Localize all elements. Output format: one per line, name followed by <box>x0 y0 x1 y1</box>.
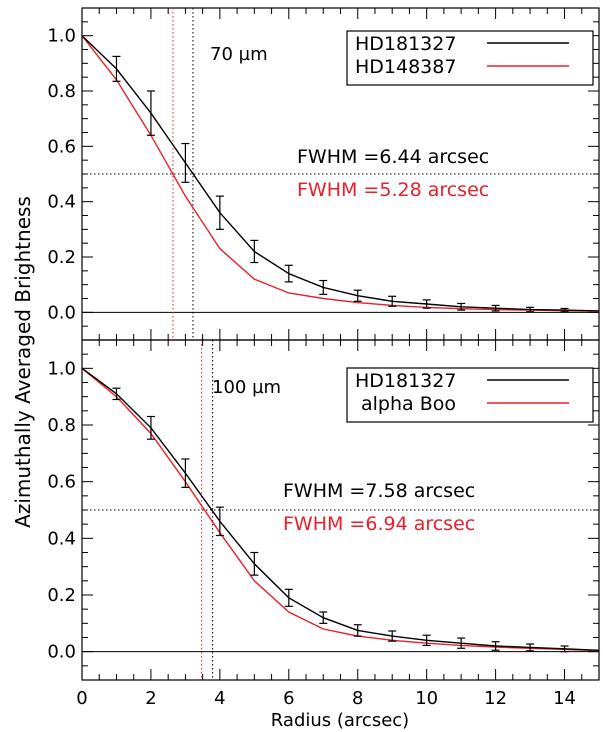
legend-box <box>346 30 594 86</box>
panel-100um: 0.0 0.2 0.4 0.6 0.8 1.0 0 2 4 6 8 10 12 14 HD181327alp… <box>47 339 600 709</box>
y-tick-label: 0.0 <box>47 642 76 663</box>
y-tick-label: 0.4 <box>47 528 76 549</box>
fwhm-label: FWHM =7.58 arcsec <box>283 480 475 502</box>
series-line <box>81 367 600 652</box>
y-tick-label: 0.8 <box>47 81 76 102</box>
fwhm-label: FWHM =6.44 arcsec <box>297 146 489 168</box>
y-tick-label: 0.0 <box>47 302 76 323</box>
legend-label: alpha Boo <box>361 393 456 415</box>
x-tick-label: 10 <box>415 688 438 709</box>
y-tick-label: 1.0 <box>47 358 76 379</box>
y-tick-label: 0.6 <box>47 136 76 157</box>
y-tick-label: 0.4 <box>47 192 76 213</box>
series-1 <box>81 367 600 652</box>
wavelength-label: 70 µm <box>210 44 268 65</box>
fwhm-label: FWHM =6.94 arcsec <box>283 513 475 535</box>
x-tick-label: 0 <box>76 688 87 709</box>
y-tick-label: 0.2 <box>47 585 76 606</box>
y-tick-label: 0.2 <box>47 247 76 268</box>
legend-label: HD181327 <box>355 370 456 392</box>
x-tick-label: 8 <box>352 688 363 709</box>
series-0 <box>81 35 600 313</box>
series-line <box>81 35 600 312</box>
x-tick-label: 6 <box>283 688 294 709</box>
series-line <box>81 367 600 651</box>
fwhm-label: FWHM =5.28 arcsec <box>297 179 489 201</box>
x-tick-label: 2 <box>145 688 156 709</box>
series-0 <box>81 367 600 653</box>
series-1 <box>81 35 600 312</box>
x-tick-label: 14 <box>553 688 576 709</box>
y-tick-label: 1.0 <box>47 26 76 47</box>
legend-box <box>346 367 594 423</box>
series-line <box>81 35 600 312</box>
legend-label: HD148387 <box>355 56 456 78</box>
y-tick-label: 0.8 <box>47 415 76 436</box>
x-tick-label: 12 <box>484 688 507 709</box>
y-tick-label: 0.6 <box>47 472 76 493</box>
legend-label: HD181327 <box>355 33 456 55</box>
wavelength-label: 100 µm <box>212 377 281 398</box>
x-axis-label: Radius (arcsec) <box>271 710 409 731</box>
x-tick-label: 4 <box>214 688 225 709</box>
y-axis-label: Azimuthally Averaged Brightness <box>11 196 35 528</box>
